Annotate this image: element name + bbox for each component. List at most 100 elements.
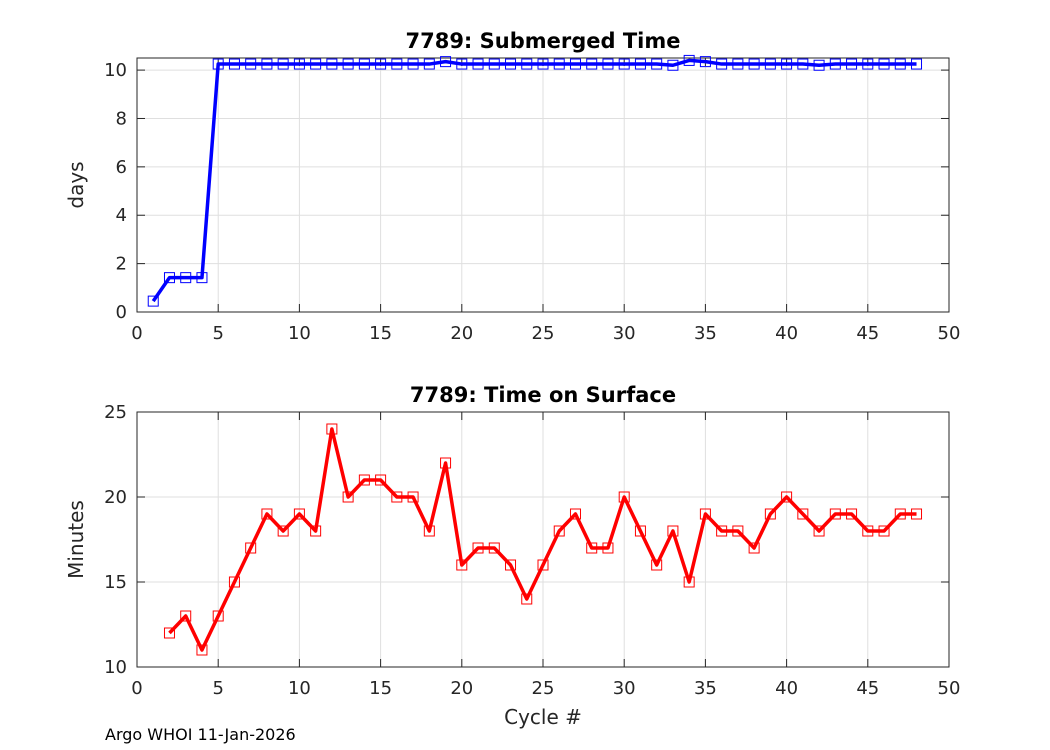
chart-title: 7789: Time on Surface <box>410 383 676 407</box>
data-point <box>310 525 322 537</box>
data-point <box>212 58 224 70</box>
data-point <box>358 58 370 70</box>
data-point <box>634 58 646 70</box>
x-tick-label: 25 <box>532 678 555 699</box>
data-point <box>553 58 565 70</box>
y-tick-label: 8 <box>116 108 127 129</box>
data-point <box>358 474 370 486</box>
data-point <box>326 58 338 70</box>
y-axis-label: days <box>64 161 88 208</box>
data-point <box>797 508 809 520</box>
data-point <box>569 58 581 70</box>
data-point <box>342 58 354 70</box>
x-tick-label: 10 <box>288 323 311 344</box>
data-point <box>699 56 711 68</box>
data-point <box>667 525 679 537</box>
x-tick-label: 40 <box>775 678 798 699</box>
x-tick-label: 45 <box>856 323 879 344</box>
data-point <box>878 58 890 70</box>
data-point <box>310 58 322 70</box>
data-point <box>651 58 663 70</box>
data-point <box>261 508 273 520</box>
y-tick-label: 6 <box>116 157 127 178</box>
data-point <box>147 295 159 307</box>
data-point <box>797 58 809 70</box>
x-tick-label: 30 <box>613 678 636 699</box>
data-point <box>488 542 500 554</box>
x-tick-label: 10 <box>288 678 311 699</box>
y-tick-label: 25 <box>104 402 127 423</box>
data-point <box>911 508 923 520</box>
data-point <box>748 542 760 554</box>
y-tick-label: 0 <box>116 302 127 323</box>
data-point <box>391 491 403 503</box>
data-point <box>781 491 793 503</box>
footer-stamp: Argo WHOI 11-Jan-2026 <box>105 725 296 744</box>
x-tick-label: 35 <box>694 678 717 699</box>
series-line <box>151 58 917 303</box>
data-point <box>505 559 517 571</box>
data-point <box>375 474 387 486</box>
series-line <box>168 427 917 652</box>
data-point <box>699 508 711 520</box>
data-point <box>196 272 208 284</box>
data-point <box>521 593 533 605</box>
data-point <box>683 54 695 66</box>
x-tick-label: 20 <box>450 323 473 344</box>
data-point <box>846 508 858 520</box>
data-point <box>781 58 793 70</box>
data-point <box>911 58 923 70</box>
data-point <box>456 58 468 70</box>
y-tick-label: 2 <box>116 254 127 275</box>
data-point <box>667 59 679 71</box>
x-tick-label: 50 <box>938 678 961 699</box>
data-point <box>505 58 517 70</box>
data-point <box>521 58 533 70</box>
y-axis-label: Minutes <box>64 500 88 579</box>
y-tick-label: 4 <box>116 205 127 226</box>
data-point <box>862 525 874 537</box>
data-point <box>228 576 240 588</box>
data-point <box>440 457 452 469</box>
data-point <box>212 610 224 622</box>
y-tick-label: 20 <box>104 487 127 508</box>
data-point <box>180 610 192 622</box>
data-point <box>423 525 435 537</box>
data-point <box>423 58 435 70</box>
x-tick-label: 20 <box>450 678 473 699</box>
data-point <box>407 58 419 70</box>
x-tick-label: 30 <box>613 323 636 344</box>
data-point <box>163 627 175 639</box>
x-tick-label: 40 <box>775 323 798 344</box>
data-point <box>277 525 289 537</box>
data-point <box>163 272 175 284</box>
data-point <box>472 542 484 554</box>
data-point <box>894 58 906 70</box>
data-point <box>537 58 549 70</box>
x-tick-label: 15 <box>369 323 392 344</box>
data-point <box>716 58 728 70</box>
data-point <box>586 58 598 70</box>
data-point <box>456 559 468 571</box>
data-point <box>277 58 289 70</box>
x-tick-label: 0 <box>131 678 142 699</box>
x-tick-label: 45 <box>856 678 879 699</box>
data-point <box>602 542 614 554</box>
data-point <box>569 508 581 520</box>
data-point <box>634 525 646 537</box>
data-point <box>228 58 240 70</box>
data-point <box>618 58 630 70</box>
x-tick-label: 25 <box>532 323 555 344</box>
data-point <box>748 58 760 70</box>
data-point <box>732 525 744 537</box>
data-point <box>440 56 452 68</box>
data-point <box>878 525 890 537</box>
data-point <box>829 58 841 70</box>
x-tick-label: 50 <box>938 323 961 344</box>
data-point <box>553 525 565 537</box>
data-point <box>196 644 208 656</box>
x-axis-label: Cycle # <box>504 705 582 729</box>
chart-2: 0 5 10 15 20 25 30 35 40 45 50 10 15 20 25 7789: Time o… <box>64 383 960 729</box>
data-point <box>683 576 695 588</box>
data-point <box>245 542 257 554</box>
